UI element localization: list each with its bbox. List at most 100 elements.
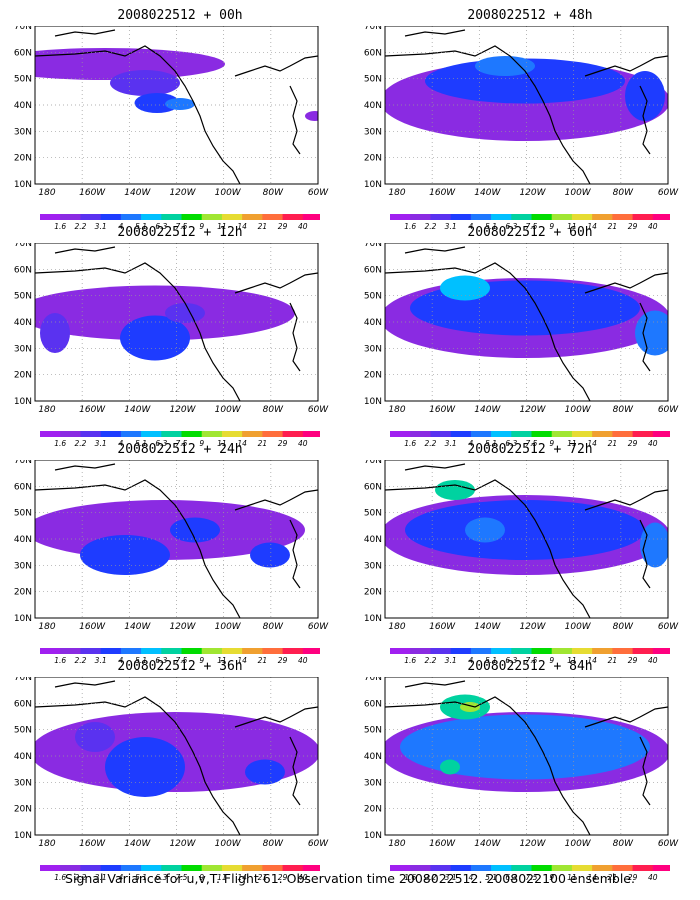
colorbar-level-label: 14	[237, 439, 247, 448]
variance-field-shape	[440, 759, 460, 775]
colorbar-swatch	[450, 865, 472, 871]
longitude-tick-label: 140W	[474, 405, 501, 415]
colorbar-level-label: 11	[567, 222, 577, 231]
colorbar-level-label: 5.1	[485, 656, 497, 665]
colorbar-level-label: 4	[118, 222, 123, 231]
colorbar: 1.6 2.2 3.1 4 5.1 6.3 7.5 9 11 14 21 29 40	[390, 648, 670, 665]
colorbar-level-label: 5.1	[485, 439, 497, 448]
colorbar-swatch	[551, 214, 573, 220]
longitude-tick-label: 120W	[169, 405, 196, 415]
longitude-tick-label: 120W	[169, 188, 196, 198]
colorbar-swatch	[592, 214, 613, 220]
colorbar-swatch	[652, 214, 670, 220]
panel-title: 2008022512 + 00h	[117, 8, 243, 23]
variance-field-shape	[35, 48, 225, 80]
colorbar-swatch	[450, 648, 472, 654]
colorbar-level-label: 5.1	[135, 439, 147, 448]
latitude-tick-label: 30N	[14, 127, 32, 137]
colorbar-swatch	[652, 648, 670, 654]
colorbar-level-label: 14	[237, 222, 247, 231]
colorbar-swatch	[410, 648, 431, 654]
colorbar-level-label: 29	[278, 439, 288, 448]
colorbar-swatch	[80, 648, 102, 654]
longitude-tick-label: 140W	[124, 622, 151, 632]
longitude-tick-label: 180	[388, 839, 405, 849]
map-plot: 70N 60N 50N 40N 30N 20N 10N 180 160W 140W 120W 100W…	[14, 677, 329, 849]
colorbar-swatch	[612, 431, 633, 437]
longitude-tick-label: 160W	[79, 839, 106, 849]
colorbar-swatch	[491, 648, 512, 654]
colorbar-level-label: 29	[628, 873, 638, 882]
latitude-tick-label: 60N	[14, 482, 32, 492]
colorbar-level-label: 14	[237, 873, 247, 882]
colorbar-swatch	[390, 214, 411, 220]
longitude-tick-label: 100W	[215, 188, 242, 198]
colorbar-swatch	[612, 648, 633, 654]
colorbar-swatch	[282, 865, 304, 871]
colorbar-swatch	[390, 431, 411, 437]
latitude-tick-label: 10N	[14, 180, 32, 190]
variance-field-shape	[110, 70, 180, 96]
colorbar-level-label: 7.5	[176, 222, 188, 231]
colorbar-level-label: 21	[608, 439, 618, 448]
colorbar-level-label: 6.3	[505, 439, 517, 448]
longitude-tick-label: 60W	[658, 839, 679, 849]
colorbar-swatch	[302, 648, 320, 654]
panel-title: 2008022512 + 24h	[117, 442, 243, 457]
colorbar-level-label: 2.2	[424, 656, 436, 665]
latitude-tick-label: 30N	[14, 561, 32, 571]
latitude-tick-label: 20N	[364, 154, 382, 164]
colorbar-level-label: 1.6	[404, 656, 416, 665]
colorbar-level-label: 3.1	[95, 873, 107, 882]
panel-title: 2008022512 + 72h	[467, 442, 593, 457]
colorbar-level-label: 6.3	[505, 222, 517, 231]
colorbar-level-label: 5.1	[135, 656, 147, 665]
colorbar-level-label: 2.2	[424, 222, 436, 231]
colorbar-swatch	[262, 431, 283, 437]
colorbar-swatch	[181, 648, 203, 654]
colorbar-swatch	[242, 865, 263, 871]
colorbar-level-label: 11	[567, 656, 577, 665]
colorbar-swatch	[612, 865, 633, 871]
longitude-tick-label: 60W	[308, 622, 329, 632]
colorbar-swatch	[470, 648, 492, 654]
colorbar-swatch	[632, 648, 654, 654]
colorbar-swatch	[450, 431, 472, 437]
variance-field-shape	[120, 315, 190, 361]
longitude-tick-label: 100W	[565, 839, 592, 849]
variance-field-shape	[40, 313, 70, 353]
latitude-tick-label: 40N	[364, 101, 382, 111]
map-panel: 2008022512 + 00h 70N 60N 50N 40N 30N 20N 10N 180…	[5, 8, 335, 231]
colorbar-swatch	[632, 431, 654, 437]
colorbar-level-label: 29	[278, 656, 288, 665]
latitude-tick-label: 10N	[364, 180, 382, 190]
colorbar-swatch	[410, 865, 431, 871]
colorbar-swatch	[430, 648, 452, 654]
colorbar-swatch	[100, 214, 122, 220]
colorbar-level-label: 3.1	[445, 656, 457, 665]
longitude-tick-label: 100W	[215, 622, 242, 632]
longitude-tick-label: 60W	[308, 405, 329, 415]
colorbar: 1.6 2.2 3.1 4 5.1 6.3 7.5 9 11 14 21 29 40	[40, 214, 320, 231]
colorbar-level-label: 6.3	[155, 222, 167, 231]
longitude-tick-label: 140W	[474, 839, 501, 849]
variance-field-shape	[105, 737, 185, 797]
longitude-tick-label: 80W	[263, 188, 284, 198]
colorbar-swatch	[141, 865, 162, 871]
colorbar-swatch	[80, 214, 102, 220]
colorbar-level-label: 2.2	[74, 873, 86, 882]
latitude-tick-label: 50N	[364, 726, 382, 736]
colorbar-level-label: 9	[549, 222, 554, 231]
colorbar-swatch	[40, 431, 61, 437]
latitude-tick-label: 60N	[14, 265, 32, 275]
colorbar-swatch	[221, 431, 243, 437]
latitude-tick-label: 40N	[364, 318, 382, 328]
longitude-tick-label: 180	[388, 405, 405, 415]
colorbar-level-label: 6.3	[505, 873, 517, 882]
colorbar-swatch	[282, 648, 304, 654]
longitude-tick-label: 60W	[308, 188, 329, 198]
colorbar-swatch	[430, 214, 452, 220]
colorbar-swatch	[60, 865, 81, 871]
longitude-tick-label: 140W	[124, 188, 151, 198]
colorbar-swatch	[242, 648, 263, 654]
